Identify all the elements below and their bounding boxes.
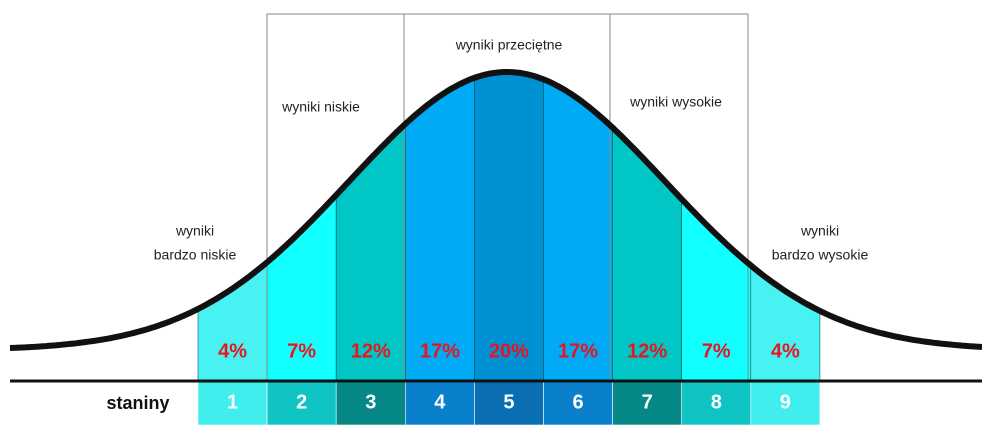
group-label: bardzo wysokie: [772, 247, 869, 263]
stanine-area: [405, 77, 475, 382]
stanine-number: 2: [296, 391, 307, 413]
stanine-percent: 12%: [627, 340, 667, 362]
group-label: wyniki: [800, 223, 839, 239]
stanine-percent: 12%: [351, 340, 391, 362]
stanine-number: 1: [227, 391, 238, 413]
stanine-number: 7: [642, 391, 653, 413]
axis-label: staniny: [106, 393, 169, 413]
stanine-cell: [335, 380, 406, 425]
group-label: wyniki niskie: [281, 99, 360, 115]
stanine-percent: 20%: [489, 340, 529, 362]
stanine-number: 5: [503, 391, 514, 413]
normal-curve: [9, 69, 982, 351]
stanine-cell: [197, 380, 268, 425]
group-label: wyniki wysokie: [629, 94, 722, 110]
stanine-percent: 7%: [702, 340, 731, 362]
stanine-area: [197, 261, 268, 382]
stanine-area: [474, 71, 544, 382]
group-label: wyniki przeciętne: [455, 37, 563, 53]
stanine-cell: [404, 380, 475, 425]
group-label: wyniki: [175, 223, 214, 239]
stanine-number: 9: [780, 391, 791, 413]
stanine-percent: 4%: [218, 340, 247, 362]
stanine-percent: 17%: [558, 340, 598, 362]
stanine-percent: 17%: [420, 340, 460, 362]
stanine-number: 8: [711, 391, 722, 413]
columns: [197, 71, 821, 425]
stanine-number: 3: [365, 391, 376, 413]
stanine-percent: 4%: [771, 340, 800, 362]
stanine-area: [543, 78, 613, 382]
stanine-area: [750, 264, 821, 382]
stanine-cell: [681, 380, 752, 425]
stanine-percent: 7%: [287, 340, 316, 362]
stanine-number: 4: [434, 391, 446, 413]
stanine-number: 6: [572, 391, 583, 413]
stanine-cell: [612, 380, 682, 425]
group-label: bardzo niskie: [154, 247, 237, 263]
